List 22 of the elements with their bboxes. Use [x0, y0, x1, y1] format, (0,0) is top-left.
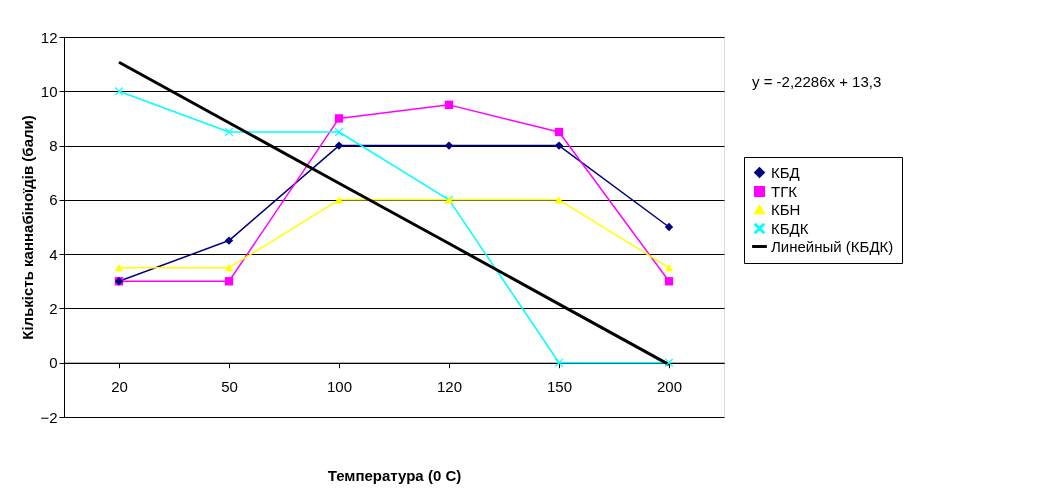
y-tick-label: 4: [49, 245, 58, 263]
x-tick-label: 200: [656, 377, 683, 395]
y-axis-title: Кількість каннабіноїдів (бали): [19, 115, 37, 340]
y-tick-label: 12: [40, 28, 58, 46]
legend-label: Линейный (КБДК): [771, 237, 894, 255]
legend-label: КБН: [771, 200, 801, 218]
y-tick-label: 10: [40, 82, 58, 100]
y-tick-label: −2: [40, 408, 58, 426]
y-tick-label: 0: [49, 354, 58, 372]
legend-label: ТГК: [771, 182, 798, 200]
x-tick-label: 20: [111, 377, 128, 395]
y-tick-label: 2: [49, 299, 58, 317]
x-tick-label: 50: [221, 377, 238, 395]
x-tick-label: 150: [546, 377, 573, 395]
x-tick-label: 120: [436, 377, 463, 395]
legend-label: КБДК: [771, 219, 809, 237]
y-tick-label: 6: [49, 191, 58, 209]
legend-label: КБД: [771, 163, 800, 181]
x-axis-title: Температура (0 C): [327, 467, 462, 485]
x-tick-label: 100: [326, 377, 353, 395]
y-tick-label: 8: [49, 137, 58, 155]
text: y = -2,2286x + 13,3: [752, 73, 882, 90]
